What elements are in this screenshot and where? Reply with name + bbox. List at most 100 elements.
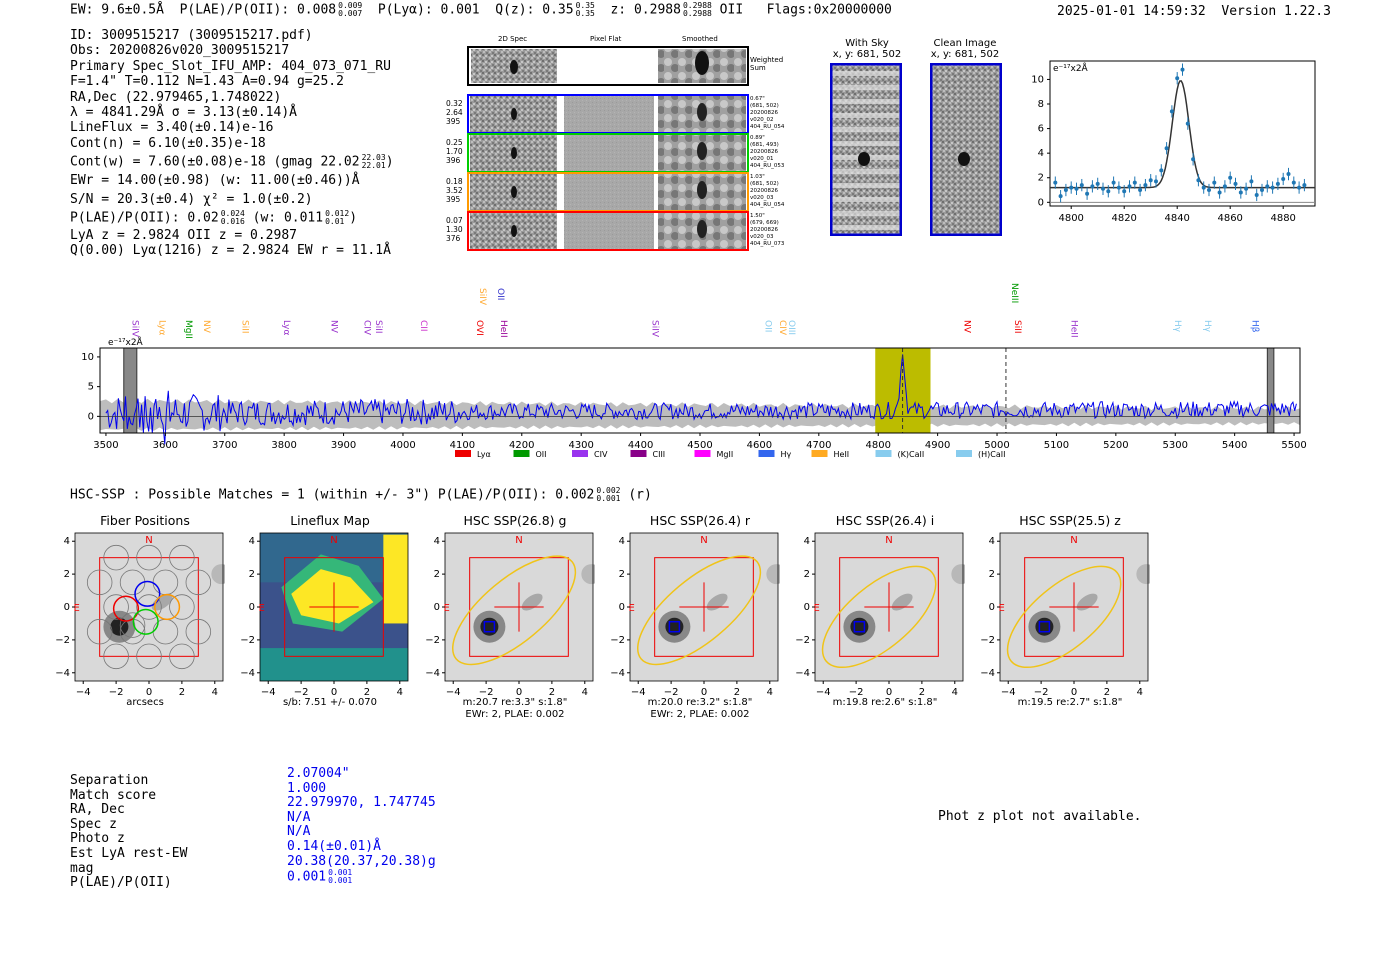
match-val-plae-lo: 0.001: [328, 876, 353, 886]
with-sky-image: [830, 63, 902, 236]
cutout-left-value: 376: [446, 234, 461, 243]
x-tick-label: 2: [919, 687, 925, 698]
data-point: [1116, 185, 1121, 190]
data-point: [1132, 180, 1137, 185]
x-tick-label: 4800: [1058, 213, 1083, 224]
cutout-row-right-label: 0.89" (681, 493) 20200826 v020_01 404_RU_053: [750, 135, 784, 170]
info-contw-lo: 22.01: [361, 161, 386, 171]
data-point: [1169, 109, 1174, 114]
data-point: [1222, 184, 1227, 189]
weighted-sum-row: [467, 46, 749, 86]
line-label: HeII: [1068, 320, 1078, 338]
cutout-right-value: (679, 669): [750, 220, 779, 226]
cutout-right-value: 1.50": [750, 213, 765, 219]
cutout-left-value: 0.25: [446, 138, 463, 147]
neighbor-source: [211, 564, 225, 585]
data-point: [1175, 76, 1180, 81]
data-point: [1106, 189, 1111, 194]
cutout-source-smoothed: [697, 103, 707, 121]
info-contn: Cont(n) = 6.10(±0.35)e-18: [70, 135, 266, 151]
with-sky-label: With Sky: [845, 38, 889, 49]
y-tick-label: 2: [249, 569, 255, 580]
x-tick-label: 0: [1071, 687, 1077, 698]
info-lya-z: LyA z = 2.9824 OII z = 0.2987: [70, 228, 297, 244]
line-label: Hγ: [1202, 320, 1212, 333]
cutout-left-value: 0.18: [446, 177, 463, 186]
x-tick-label: −4: [446, 687, 461, 698]
data-point: [1228, 175, 1233, 180]
header-plae-lo: 0.007: [338, 9, 363, 18]
data-point: [1063, 188, 1068, 193]
cutout-right-value: 404_RU_073: [750, 241, 785, 247]
match-val-photoz: N/A: [287, 824, 311, 840]
hsc-panel-image: N E −4 −4 −2 −2 0 0 2 2 4 4: [980, 532, 1150, 698]
info-ewr: EWr = 14.00(±0.98) (w: 11.00(±0.46))Å: [70, 173, 360, 189]
x-tick-label: −4: [816, 687, 831, 698]
cutout-left-value: 1.30: [446, 225, 463, 234]
x-tick-label: 2: [1104, 687, 1110, 698]
cutout-right-value: v020_02: [750, 117, 774, 123]
hsc-summary-text: HSC-SSP : Possible Matches = 1 (within +…: [70, 487, 595, 503]
hsc-panel-title: HSC SSP(26.4) i: [835, 513, 935, 528]
fiber-circle: [103, 643, 129, 670]
legend-swatch: [513, 450, 530, 457]
data-point: [1095, 181, 1100, 186]
y-tick-label: 0: [804, 602, 810, 613]
x-tick-label: 4900: [925, 440, 950, 451]
header-qz-lo: 0.35: [575, 9, 595, 18]
x-tick-label: 0: [886, 687, 892, 698]
extended-source: [1076, 593, 1098, 611]
fiber-circle: [169, 544, 195, 571]
cutout-source-smoothed: [697, 142, 707, 160]
x-tick-label: 4: [767, 687, 773, 698]
fiber-circle: [86, 569, 113, 596]
cutout-right-value: (681, 502): [750, 181, 779, 187]
info-lambda: λ = 4841.29Å σ = 3.13(±0.14)Å: [70, 105, 297, 121]
x-tick-label: 5200: [1103, 440, 1128, 451]
x-tick-label: 2: [364, 687, 370, 698]
cutout-right-value: 404_RU_054: [750, 202, 785, 208]
fiber-circle: [86, 618, 113, 645]
cutout-right-value: 0.67": [750, 96, 765, 102]
x-tick-label: 5300: [1163, 440, 1188, 451]
legend-swatch: [758, 450, 775, 457]
legend-label: (K)CaII: [898, 450, 925, 459]
hsc-panel-image: N E −4 −4 −2 −2 0 0 2 2 4 4: [795, 532, 965, 698]
data-point: [1201, 185, 1206, 190]
line-label: SiII: [240, 320, 250, 334]
data-point: [1180, 67, 1185, 72]
north-label: N: [515, 535, 522, 546]
y-tick-label: −2: [980, 635, 995, 646]
cutout-row-right-label: 0.67" (681, 502) 20200826 v020_02 404_RU_054: [750, 96, 784, 131]
match-key-score: Match score: [70, 787, 157, 803]
spectra-cutouts: 2D Spec Pixel Flat Smoothed: [440, 30, 790, 255]
data-point: [1053, 180, 1058, 185]
y-tick-label: 0: [64, 602, 70, 613]
extended-source: [151, 593, 173, 611]
weighted-sum-label: Weighted Sum: [750, 56, 783, 72]
aperture-ellipse: [451, 555, 577, 666]
weighted-sum-label-2: Sum: [750, 64, 766, 72]
fiber-red: [112, 595, 140, 622]
hsc-panel-title: HSC SSP(26.4) r: [649, 513, 751, 528]
y-tick-label: 2: [64, 569, 70, 580]
line-label: SiIV: [130, 320, 140, 338]
hsc-summary: HSC-SSP : Possible Matches = 1 (within +…: [70, 487, 652, 503]
data-point: [1143, 183, 1148, 188]
x-tick-label: 4: [952, 687, 958, 698]
hsc-panel-caption: arcsecs: [70, 697, 220, 709]
match-val-score: 1.000: [287, 780, 327, 796]
data-point: [1281, 176, 1286, 181]
info-plae-lo: 0.016: [220, 217, 245, 227]
cutout-right-value: 20200826: [750, 227, 778, 233]
y-tick-label: 8: [1038, 99, 1044, 110]
x-tick-label: 4200: [509, 440, 534, 451]
match-key-radec: RA, Dec: [70, 802, 125, 818]
header-timestamp: 2025-01-01 14:59:32: [1057, 4, 1206, 19]
hsc-panel-image: N E −4 −4 −2 −2 0 0 2 2 4 4: [610, 532, 780, 698]
hsc-caption-line1: m:20.0 re:3.2" s:1.8": [647, 697, 753, 708]
extended-source: [706, 593, 728, 611]
north-label: N: [1070, 535, 1077, 546]
header-z: z: 0.2988: [610, 2, 681, 18]
photz-message: Phot z plot not available.: [938, 809, 1142, 824]
